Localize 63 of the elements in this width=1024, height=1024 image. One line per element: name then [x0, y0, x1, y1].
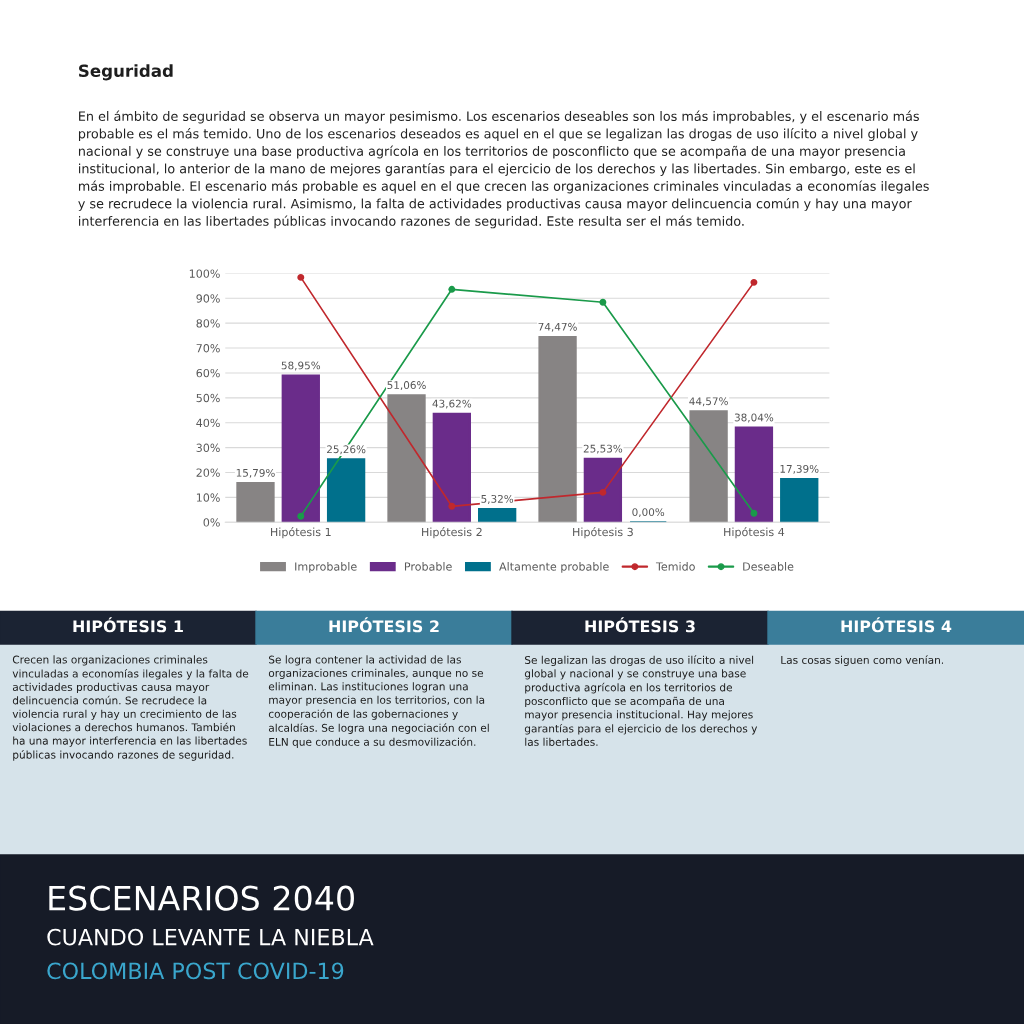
text: ESCENARIOS 2040: [49, 885, 354, 911]
chart-title: Seguridad: [79, 64, 173, 81]
point: [599, 488, 607, 496]
text: HIPÓTESIS 4: [841, 617, 952, 633]
data-label: 43,62%: [432, 399, 472, 409]
text: Crecen las organizaciones criminales vinculadas a economías ilegales y la falta de actividades productivas causa mayor delincuencia común. Se recrudece la violencia rural y hay un crecimiento de las violaciones a derechos humanos. También ha una mayor interferencia en las libertades públicas invocando razones de seguridad.: [12, 655, 249, 761]
data-label: 15,79%: [236, 468, 275, 478]
text: Las cosas siguen como venían.: [781, 655, 944, 666]
legend-label: Deseable: [743, 562, 794, 571]
y-tick-label: 60%: [196, 368, 220, 378]
legend-label: Probable: [404, 562, 452, 571]
y-tick-label: 30%: [196, 443, 220, 452]
bar: [538, 335, 577, 523]
bar: [326, 458, 366, 523]
data-label: 25,26%: [327, 445, 366, 455]
data-label: 17,39%: [780, 464, 819, 474]
bar: [432, 412, 471, 523]
text: Se logra contener la actividad de las organizaciones criminales, aunque no se eliminan. Las instituciones logran una mayor presencia en los territorios, con la cooperación de las gobernaciones y alcaldías. Se logra una negociación con el ELN que conduce a su desmovilización.: [268, 655, 489, 748]
y-tick-label: 80%: [196, 319, 220, 328]
point: [297, 512, 305, 520]
point: [750, 509, 758, 517]
y-tick-label: 20%: [196, 468, 220, 477]
data-label: 51,06%: [387, 381, 426, 391]
y-tick-label: 70%: [196, 344, 220, 353]
text: Se legalizan las drogas de uso ilícito a nivel global y nacional y se construye una base productiva agrícola en los territorios de posconflicto que se acompaña de una mayor presencia institucional. Hay mejores garantías para el ejercicio de los derechos y las libertades.: [524, 655, 758, 746]
y-tick-label: 40%: [196, 418, 220, 428]
data-label: 44,57%: [689, 397, 728, 407]
text: COLOMBIA POST COVID-19: [47, 962, 344, 980]
x-tick-label: Hipótesis 2: [422, 527, 482, 539]
bar: [387, 394, 426, 523]
point: [448, 502, 456, 510]
y-tick-label: 90%: [196, 294, 220, 303]
bar: [281, 374, 320, 523]
data-label: 25,53%: [583, 444, 623, 454]
bar: [780, 477, 819, 523]
data-label: 38,04%: [734, 413, 774, 423]
y-tick-label: 100%: [189, 269, 220, 278]
text: HIPÓTESIS 2: [329, 617, 439, 633]
legend-label: Improbable: [295, 562, 357, 573]
x-tick-label: Hipótesis 3: [573, 527, 633, 539]
y-tick-label: 0%: [203, 518, 220, 527]
text: CUANDO LEVANTE LA NIEBLA: [47, 928, 374, 946]
legend-label: Temido: [655, 562, 695, 571]
chart-subtitle: En el ámbito de seguridad se observa un mayor pesimismo. Los escenarios deseables son los más improbables, y el escenario más probable es el más temido. Uno de los escenarios deseados es aquel en el que se legalizan las drogas de uso ilícito a nivel global y nacional y se construye una base productiva agrícola en los territorios de posconflicto que se acompaña de una mayor presencia institucional, lo anterior de la mano de mejores garantías para el ejercicio de los derechos y las libertades. Sin embargo, este es el más improbable. El escenario más probable es aquel en el que crecen las organizaciones criminales vinculadas a economías ilegales y se recrudece la violencia rural. Asimismo, la falta de actividades productivas causa mayor delincuencia común y hay una mayor interferencia en las libertades públicas invocando razones de seguridad. Este resulta ser el más temido.: [78, 110, 929, 229]
text: HIPÓTESIS 3: [585, 617, 695, 633]
point: [599, 298, 607, 306]
data-label: 0,00%: [632, 508, 665, 518]
y-tick-label: 10%: [196, 493, 220, 502]
y-tick-label: 50%: [196, 393, 220, 403]
bar: [583, 457, 623, 523]
x-tick-label: Hipótesis 1: [271, 527, 331, 539]
bar: [689, 410, 728, 523]
point: [297, 273, 305, 281]
x-tick-label: Hipótesis 4: [724, 527, 785, 539]
point: [750, 278, 758, 286]
legend-label: Altamente probable: [499, 562, 609, 573]
point: [448, 285, 456, 293]
bar: [477, 507, 517, 523]
data-label: 74,47%: [538, 322, 577, 332]
data-label: 58,95%: [281, 361, 321, 371]
text: HIPÓTESIS 1: [73, 617, 183, 633]
data-label: 5,32%: [481, 494, 514, 504]
bar: [236, 481, 275, 523]
